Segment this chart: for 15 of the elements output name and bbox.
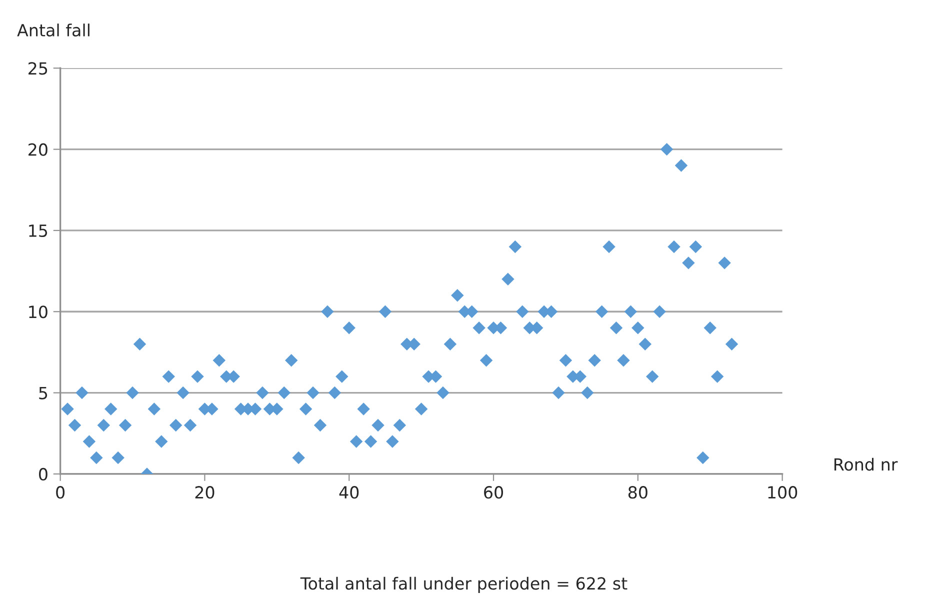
y-axis-title: Antal fall bbox=[17, 24, 90, 37]
y-tick-label: 5 bbox=[39, 386, 48, 400]
x-tick-label: 20 bbox=[195, 486, 214, 499]
y-tick-label: 25 bbox=[28, 62, 48, 75]
text: Total antal fall under perioden = 622 st bbox=[300, 576, 628, 593]
x-tick-label: 60 bbox=[484, 486, 504, 499]
x-tick-label: 100 bbox=[768, 486, 798, 499]
x-tick-label: 0 bbox=[56, 486, 65, 499]
x-axis-title: Rond nr bbox=[834, 458, 898, 471]
y-tick-label: 0 bbox=[39, 468, 48, 481]
y-tick-label: 20 bbox=[28, 143, 48, 156]
y-tick-label: 15 bbox=[29, 224, 48, 238]
x-tick-label: 40 bbox=[339, 486, 359, 499]
x-tick-label: 80 bbox=[628, 486, 648, 499]
y-tick-label: 10 bbox=[29, 306, 48, 318]
